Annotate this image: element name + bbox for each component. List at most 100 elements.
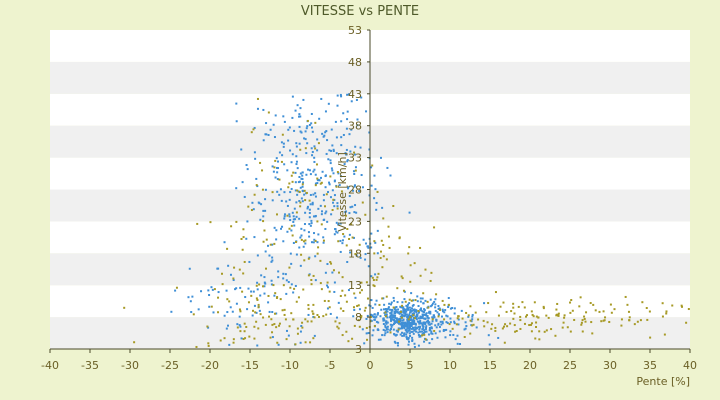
- data-point: [569, 311, 572, 314]
- data-point: [397, 327, 400, 330]
- data-point: [554, 334, 557, 337]
- data-point: [382, 322, 385, 325]
- data-point: [379, 256, 382, 259]
- data-point: [313, 168, 316, 171]
- data-point: [319, 259, 322, 262]
- data-point: [583, 315, 586, 318]
- data-point: [243, 330, 246, 333]
- data-point: [292, 241, 295, 244]
- data-point: [545, 314, 548, 317]
- data-point: [304, 341, 307, 344]
- data-point: [555, 308, 558, 311]
- data-point: [581, 330, 584, 333]
- data-point: [571, 309, 574, 312]
- data-point: [384, 308, 387, 311]
- data-point: [398, 312, 401, 315]
- data-point: [396, 341, 399, 344]
- data-point: [425, 326, 428, 329]
- data-point: [253, 236, 256, 239]
- data-point: [302, 288, 305, 291]
- data-point: [283, 313, 286, 316]
- data-point: [253, 337, 256, 340]
- data-point: [174, 289, 177, 292]
- data-point: [424, 321, 427, 324]
- data-point: [467, 315, 470, 318]
- data-point: [469, 332, 472, 335]
- data-point: [304, 211, 307, 214]
- data-point: [389, 303, 392, 306]
- data-point: [429, 305, 432, 308]
- data-point: [661, 315, 664, 318]
- data-point: [274, 292, 277, 295]
- data-point: [273, 242, 276, 245]
- data-point: [245, 237, 248, 240]
- data-point: [414, 299, 417, 302]
- data-point: [314, 195, 317, 198]
- data-point: [437, 323, 440, 326]
- data-point: [356, 118, 359, 121]
- data-point: [243, 322, 246, 325]
- data-point: [317, 142, 320, 145]
- data-point: [405, 304, 408, 307]
- data-point: [277, 270, 280, 273]
- data-point: [393, 340, 396, 343]
- data-point: [396, 319, 399, 322]
- data-point: [383, 334, 386, 337]
- data-point: [374, 188, 377, 191]
- data-point: [438, 307, 441, 310]
- data-point: [264, 198, 267, 201]
- y-axis-label: Vitesse [km/h]: [336, 152, 349, 232]
- data-point: [579, 296, 582, 299]
- data-point: [375, 315, 378, 318]
- data-point: [301, 174, 304, 177]
- data-point: [301, 189, 304, 192]
- data-point: [408, 316, 411, 319]
- data-point: [300, 324, 303, 327]
- data-point: [610, 311, 613, 314]
- data-point: [424, 314, 427, 317]
- data-point: [396, 301, 399, 304]
- data-point: [403, 298, 406, 301]
- data-point: [358, 308, 361, 311]
- data-point: [328, 181, 331, 184]
- data-point: [260, 203, 263, 206]
- data-point: [292, 291, 295, 294]
- data-point: [288, 215, 291, 218]
- data-point: [390, 327, 393, 330]
- data-point: [420, 330, 423, 333]
- data-point: [602, 310, 605, 313]
- data-point: [434, 332, 437, 335]
- data-point: [419, 246, 422, 249]
- data-point: [409, 308, 412, 311]
- data-point: [240, 337, 243, 340]
- data-point: [535, 321, 538, 324]
- data-point: [443, 303, 446, 306]
- data-point: [286, 169, 289, 172]
- data-point: [360, 316, 363, 319]
- data-point: [397, 328, 400, 331]
- data-point: [280, 199, 283, 202]
- data-point: [406, 327, 409, 330]
- data-point: [506, 325, 509, 328]
- data-point: [393, 321, 396, 324]
- data-point: [291, 116, 294, 119]
- data-point: [265, 238, 268, 241]
- data-point: [273, 294, 276, 297]
- data-point: [407, 307, 410, 310]
- data-point: [346, 228, 349, 231]
- data-point: [327, 158, 330, 161]
- data-point: [243, 260, 246, 263]
- data-point: [310, 126, 313, 129]
- data-point: [286, 214, 289, 217]
- data-point: [322, 239, 325, 242]
- data-point: [430, 326, 433, 329]
- data-point: [288, 213, 291, 216]
- data-point: [389, 314, 392, 317]
- data-point: [248, 260, 251, 263]
- data-point: [234, 288, 237, 291]
- data-point: [404, 311, 407, 314]
- data-point: [422, 302, 425, 305]
- data-point: [285, 338, 288, 341]
- data-point: [300, 197, 303, 200]
- data-point: [392, 322, 395, 325]
